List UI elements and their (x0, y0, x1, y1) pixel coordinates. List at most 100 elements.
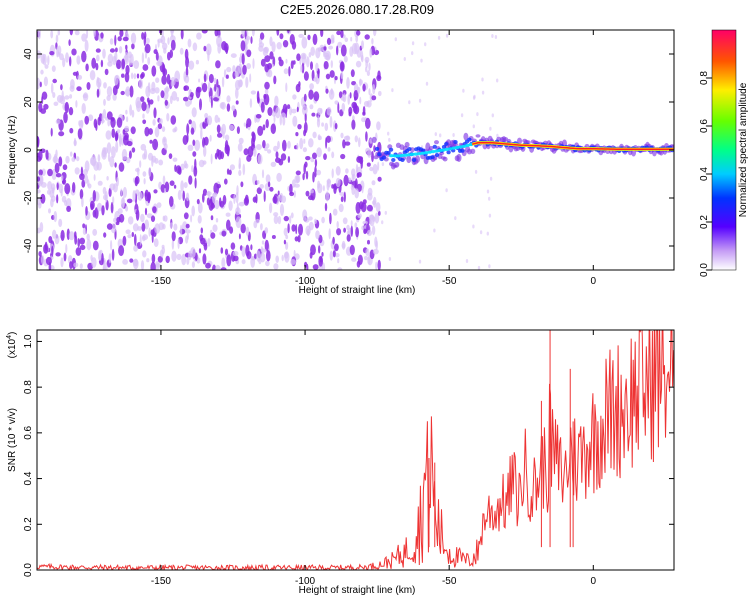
noise-speckle (69, 127, 74, 134)
noise-speckle (108, 187, 112, 197)
noise-speckle (344, 141, 351, 146)
noise-speckle (210, 203, 215, 209)
noise-speckle (317, 47, 321, 52)
noise-speckle (216, 87, 219, 99)
signal-core (388, 147, 394, 152)
signal-core (400, 158, 405, 162)
signal-core (434, 153, 440, 157)
noise-speckle (338, 203, 344, 213)
noise-speckle (262, 124, 266, 131)
noise-speckle (221, 257, 226, 269)
noise-speckle (144, 43, 151, 54)
noise-speckle (263, 190, 266, 202)
noise-speckle (336, 45, 339, 56)
noise-speckle (146, 258, 150, 263)
noise-speckle (82, 223, 86, 229)
noise-speckle (37, 227, 41, 234)
noise-speckle (384, 210, 387, 215)
noise-speckle (256, 180, 260, 185)
noise-speckle (216, 35, 222, 47)
noise-speckle (106, 223, 113, 230)
noise-speckle (331, 37, 335, 43)
svg-text:(x104): (x104) (6, 332, 18, 359)
noise-speckle (290, 259, 296, 265)
noise-speckle (287, 104, 291, 109)
noise-speckle (302, 147, 307, 153)
noise-speckle (130, 72, 134, 80)
noise-speckle (69, 56, 72, 67)
noise-speckle (336, 221, 339, 229)
noise-speckle (221, 76, 225, 88)
signal-core (411, 158, 417, 162)
noise-speckle (37, 30, 41, 40)
noise-speckle (120, 197, 125, 209)
noise-speckle (304, 161, 308, 168)
noise-speckle (132, 190, 136, 202)
noise-speckle (329, 212, 332, 225)
noise-speckle (494, 35, 498, 39)
figure-title: C2E5.2026.080.17.28.R09 (280, 2, 434, 17)
noise-speckle (214, 30, 219, 37)
noise-speckle (200, 127, 203, 140)
noise-speckle (371, 225, 376, 236)
noise-speckle (313, 91, 320, 102)
noise-speckle (88, 114, 94, 121)
noise-speckle (164, 99, 168, 106)
noise-speckle (331, 168, 334, 179)
noise-speckle (158, 159, 164, 166)
noise-speckle (180, 30, 184, 40)
noise-speckle (114, 162, 117, 168)
signal-halo (439, 151, 445, 156)
noise-speckle (203, 73, 207, 83)
noise-speckle (367, 192, 373, 201)
noise-speckle (62, 57, 66, 68)
noise-speckle (304, 218, 310, 223)
noise-speckle (207, 238, 211, 247)
noise-speckle (238, 233, 241, 240)
noise-speckle (292, 115, 298, 127)
signal-core (407, 147, 412, 151)
noise-speckle (215, 60, 221, 69)
noise-speckle (140, 213, 145, 223)
noise-speckle (260, 223, 263, 231)
noise-speckle (92, 209, 97, 218)
noise-speckle (52, 78, 57, 84)
noise-speckle (143, 178, 146, 185)
noise-speckle (318, 135, 322, 141)
noise-speckle (264, 55, 271, 63)
noise-speckle (238, 157, 241, 169)
noise-speckle (156, 202, 162, 209)
noise-speckle (347, 94, 351, 105)
noise-speckle (48, 208, 51, 214)
noise-speckle (388, 137, 391, 142)
noise-speckle (173, 184, 177, 189)
signal-core (430, 155, 435, 160)
noise-speckle (368, 62, 371, 71)
noise-speckle (372, 163, 378, 175)
noise-speckle (212, 193, 216, 204)
noise-speckle (375, 261, 378, 270)
noise-speckle (125, 205, 129, 212)
noise-speckle (226, 219, 231, 231)
noise-speckle (312, 152, 317, 160)
noise-speckle (78, 120, 81, 127)
noise-speckle (124, 125, 130, 132)
noise-speckle (188, 250, 192, 261)
noise-speckle (363, 228, 367, 235)
x-tick-label: -100 (295, 576, 315, 587)
noise-speckle (69, 261, 73, 270)
noise-speckle (222, 194, 227, 205)
noise-speckle (335, 166, 341, 176)
noise-speckle (325, 73, 331, 80)
signal-core (444, 142, 449, 146)
noise-speckle (465, 259, 469, 263)
noise-speckle (207, 49, 210, 62)
noise-speckle (113, 217, 117, 223)
noise-speckle (74, 231, 77, 239)
noise-speckle (287, 156, 291, 163)
noise-speckle (81, 179, 86, 188)
noise-speckle (411, 51, 414, 56)
noise-speckle (104, 191, 108, 203)
noise-speckle (216, 148, 220, 157)
noise-speckle (303, 138, 306, 144)
